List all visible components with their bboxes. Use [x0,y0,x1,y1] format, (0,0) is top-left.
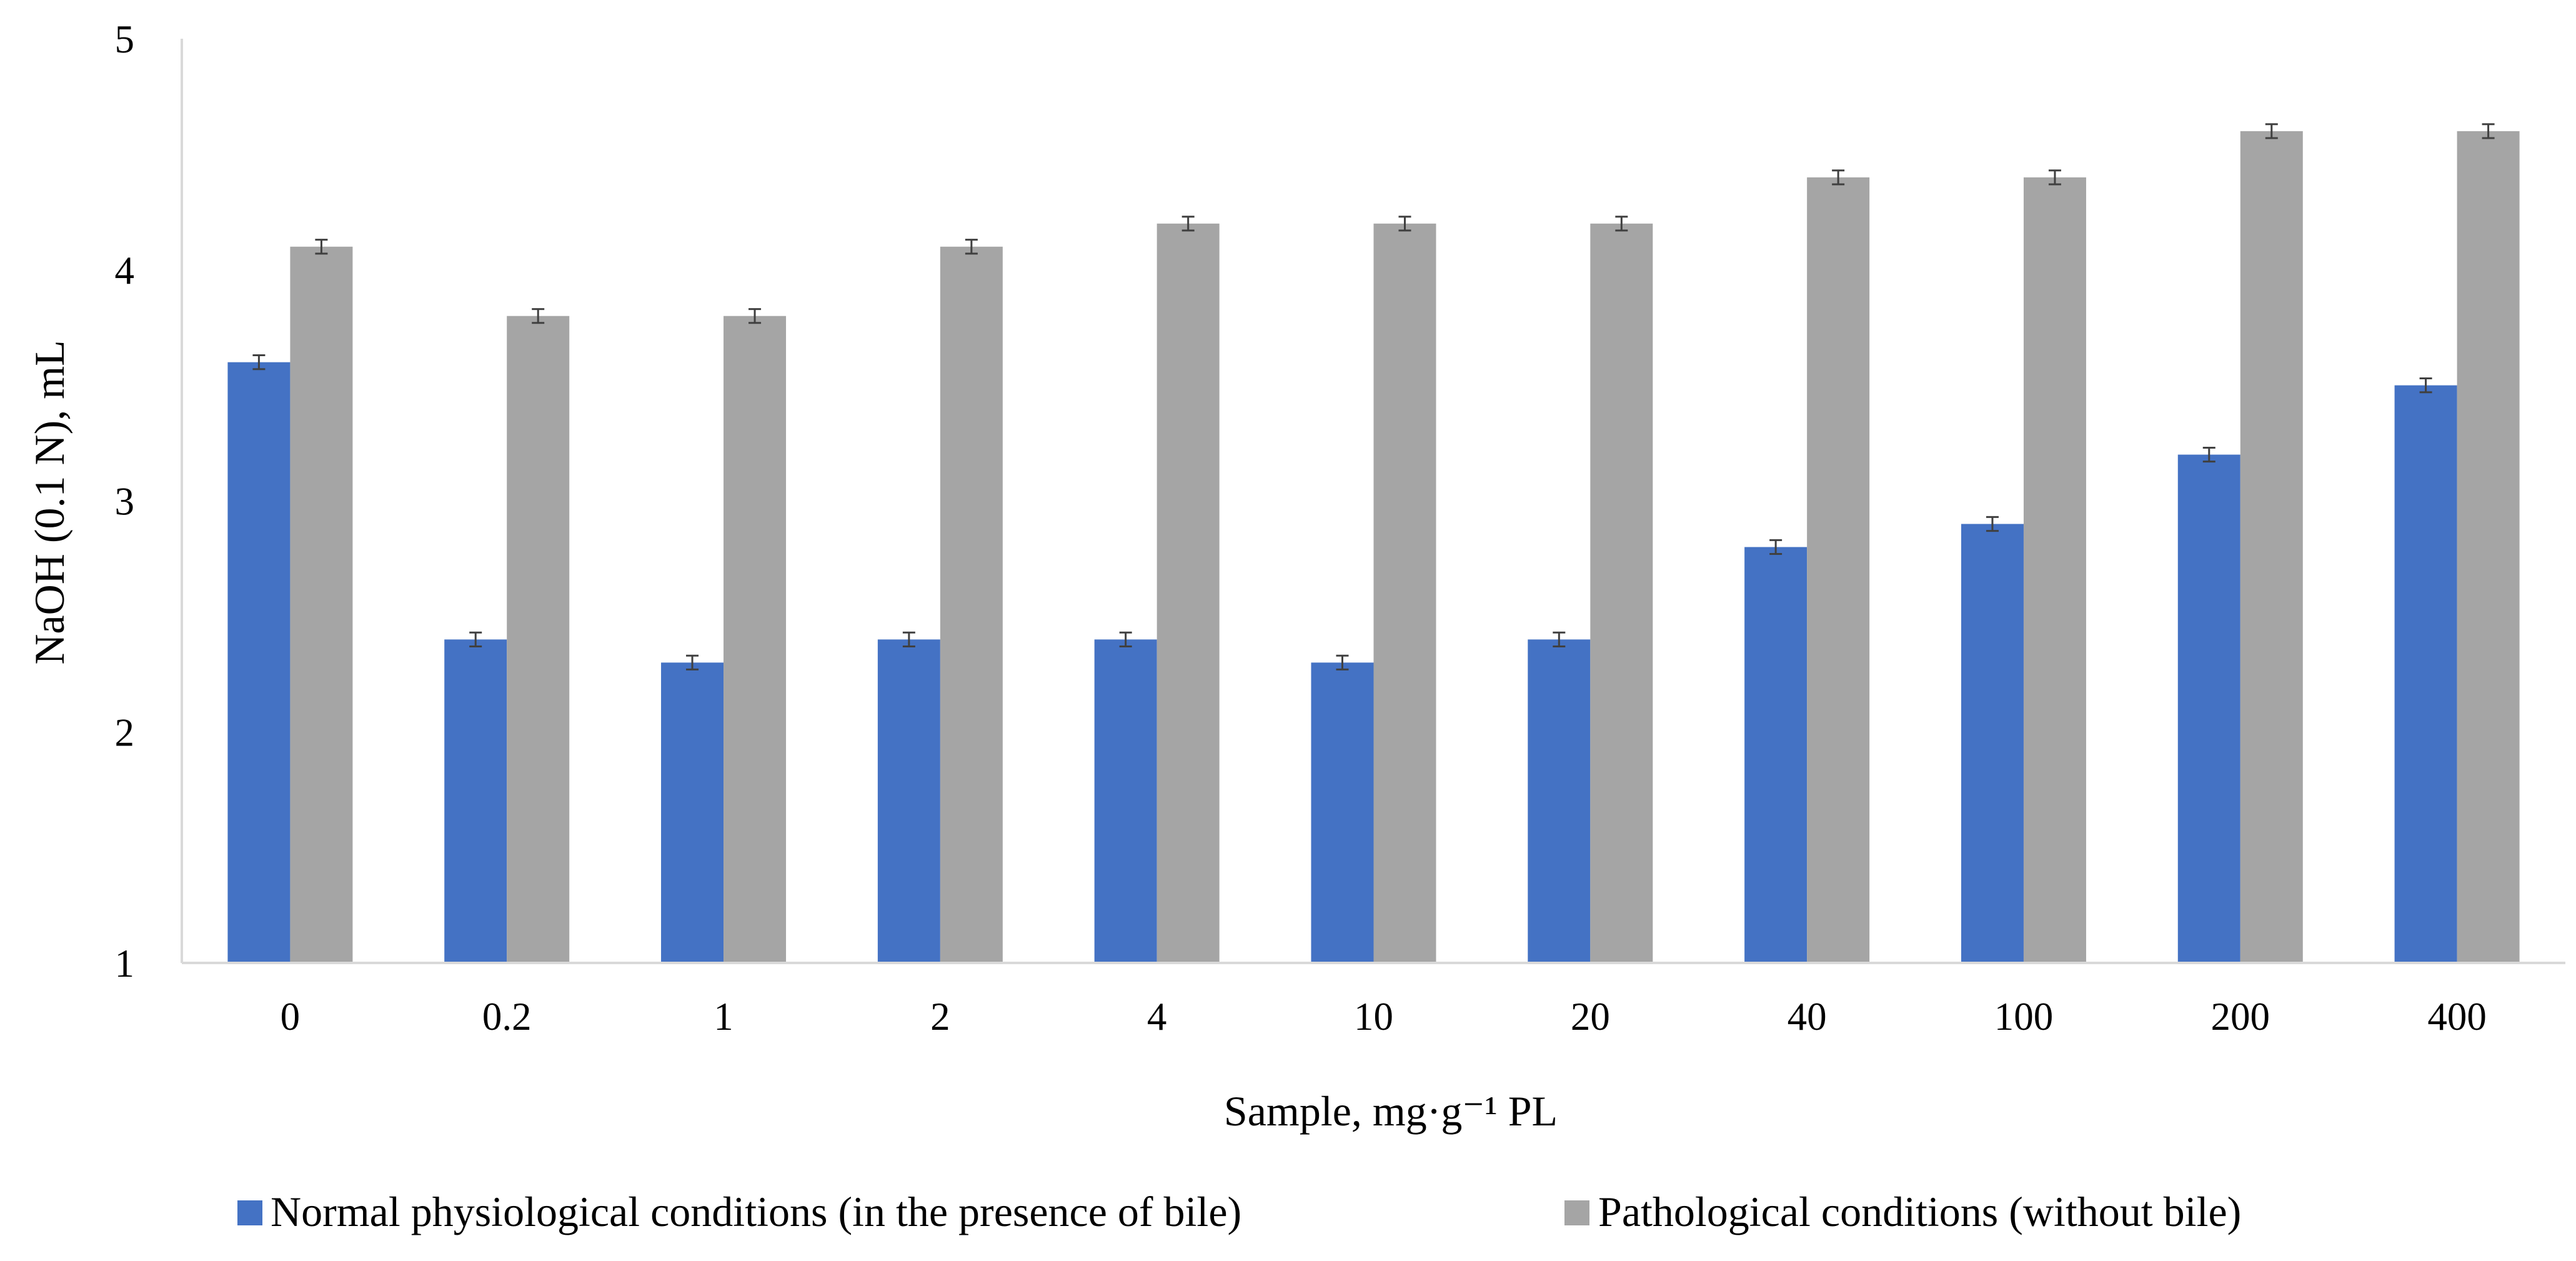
bar-pathological-4 [1156,223,1220,963]
error-bar-normal-400 [2419,377,2432,394]
bar-normal-200 [2177,454,2240,963]
x-tick-label: 20 [1571,995,1610,1039]
y-tick-label: 1 [115,942,135,985]
x-axis-ticks: 0 0.2 1 2 4 10 20 40 100 200 400 [281,995,2487,1039]
y-axis-ticks: 1 2 3 4 5 [115,17,135,985]
bar-pathological-0 [290,246,353,963]
y-tick-label: 5 [115,17,135,61]
bar-normal-400 [2394,385,2457,963]
bar-normal-0 [227,362,291,963]
bar-normal-100 [1961,524,2024,963]
bar-pathological-0.2 [507,316,570,964]
x-tick-label: 40 [1788,995,1827,1039]
error-bar-normal-100 [1986,516,1999,532]
bar-pathological-10 [1373,223,1436,963]
error-bar-pathological-0.2 [532,308,545,324]
error-bar-pathological-10 [1398,216,1411,232]
bar-pathological-40 [1807,177,1870,964]
error-bar-pathological-20 [1615,216,1628,232]
x-tick-label: 2 [930,995,950,1039]
x-tick-label: 400 [2427,995,2487,1039]
error-bar-pathological-40 [1832,169,1845,186]
legend-swatch-normal [237,1200,262,1225]
error-bar-normal-4 [1119,631,1132,647]
bar-normal-20 [1528,639,1591,963]
bar-pathological-400 [2457,131,2520,963]
x-tick-label: 1 [714,995,734,1039]
bar-normal-1 [661,662,724,963]
bar-pathological-100 [2023,177,2086,964]
legend-swatch-pathological [1564,1200,1589,1225]
error-bar-normal-10 [1336,654,1349,670]
error-bar-pathological-400 [2482,123,2495,139]
error-bar-pathological-4 [1181,216,1195,232]
y-tick-label: 2 [115,710,135,754]
x-tick-label: 200 [2211,995,2270,1039]
error-bar-normal-2 [902,631,915,647]
error-bar-pathological-100 [2048,169,2061,186]
y-tick-label: 3 [115,480,135,524]
x-axis-title: Sample, mg·g⁻¹ PL [1224,1087,1558,1135]
x-tick-label: 100 [1994,995,2054,1039]
error-bar-normal-0.2 [469,631,482,647]
bar-normal-0.2 [444,639,507,963]
bar-normal-2 [877,639,940,963]
error-bar-normal-1 [686,654,699,670]
x-tick-label: 10 [1354,995,1393,1039]
error-bars [252,123,2495,670]
legend-label-pathological: Pathological conditions (without bile) [1598,1188,2241,1235]
bar-pathological-2 [940,246,1003,963]
y-tick-label: 4 [115,249,135,292]
bars [227,131,2520,964]
x-tick-label: 4 [1147,995,1167,1039]
legend-label-normal: Normal physiological conditions (in the … [271,1188,1241,1235]
bar-normal-10 [1311,662,1374,963]
x-tick-label: 0.2 [482,995,532,1039]
error-bar-pathological-1 [748,308,762,324]
bar-pathological-200 [2240,131,2303,963]
bar-pathological-20 [1590,223,1653,963]
error-bar-normal-20 [1553,631,1566,647]
error-bar-normal-40 [1769,539,1783,556]
error-bar-pathological-2 [965,239,978,255]
bar-pathological-1 [724,316,787,964]
error-bar-pathological-0 [315,239,328,255]
legend: Normal physiological conditions (in the … [237,1188,2241,1235]
error-bar-pathological-200 [2265,123,2278,139]
error-bar-normal-200 [2202,446,2215,463]
y-axis-title: NaOH (0.1 N), mL [26,340,73,664]
bar-normal-40 [1744,547,1808,963]
bar-normal-4 [1094,639,1157,963]
x-tick-label: 0 [281,995,301,1039]
error-bar-normal-0 [252,354,266,371]
